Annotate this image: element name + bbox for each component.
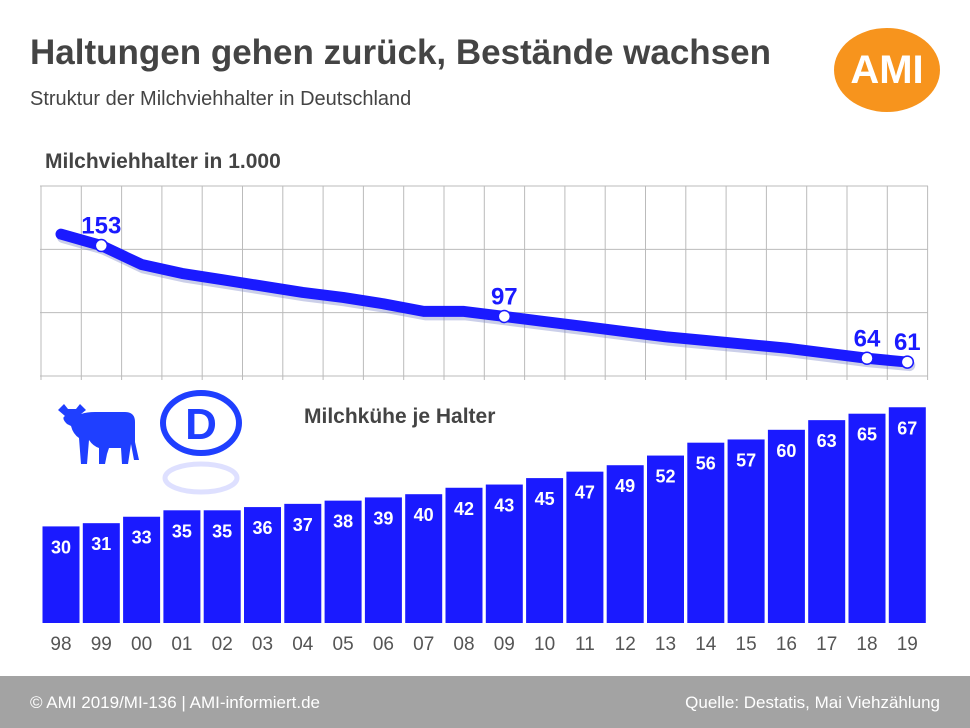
bar-03 [244, 507, 281, 623]
x-tick-label: 01 [171, 634, 192, 655]
x-tick-label: 99 [91, 634, 112, 655]
bar-16 [767, 429, 805, 623]
source: Quelle: Destatis, Mai Viehzählung [685, 693, 940, 712]
line-point-19 [900, 355, 915, 369]
x-tick-label: 11 [575, 634, 595, 655]
line-label-19: 61 [894, 329, 921, 356]
bar-value-label: 35 [172, 521, 192, 541]
bar-00 [123, 516, 161, 623]
bar-01 [163, 510, 201, 623]
bar-value-label: 47 [575, 483, 595, 503]
svg-text:D: D [185, 400, 217, 449]
x-tick-label: 04 [292, 634, 314, 655]
x-tick-label: 08 [453, 634, 474, 655]
bar-value-label: 43 [494, 496, 514, 516]
bar-value-label: 40 [414, 505, 434, 525]
x-tick-label: 02 [212, 634, 233, 655]
bar-value-label: 36 [252, 518, 272, 538]
line-point-09 [497, 309, 512, 324]
bar-value-label: 67 [897, 418, 917, 438]
x-tick-label: 06 [373, 634, 394, 655]
x-tick-label: 13 [655, 634, 676, 655]
line-point-18 [860, 351, 874, 366]
bar-14 [687, 442, 725, 623]
x-tick-label: 10 [534, 634, 555, 655]
bar-value-label: 52 [655, 467, 675, 487]
line-label-18: 64 [854, 325, 881, 352]
bar-value-label: 35 [212, 521, 232, 541]
x-tick-label: 15 [736, 634, 757, 655]
line-point-99 [94, 238, 109, 253]
bar-07 [405, 494, 443, 623]
bar-value-label: 49 [615, 476, 635, 496]
bar-04 [284, 503, 322, 623]
bar-11 [566, 471, 604, 623]
page-title: Haltungen gehen zurück, Bestände wachsen [30, 33, 771, 72]
bar-19 [888, 407, 926, 623]
bar-value-label: 56 [696, 454, 716, 474]
bar-08 [445, 487, 483, 623]
bar-09 [485, 484, 523, 623]
bar-value-label: 33 [132, 528, 152, 548]
bar-05 [324, 500, 362, 623]
bar-15 [727, 439, 765, 623]
line-label-09: 97 [491, 283, 518, 310]
x-tick-label: 98 [50, 634, 71, 655]
bar-12 [606, 465, 644, 623]
x-tick-label: 09 [494, 634, 515, 655]
country-badge-d: D [160, 390, 242, 495]
x-tick-label: 07 [413, 634, 434, 655]
footer: © AMI 2019/MI-136 | AMI-informiert.de Qu… [0, 676, 970, 728]
copyright: © AMI 2019/MI-136 | AMI-informiert.de [30, 693, 320, 712]
bar-value-label: 37 [293, 515, 313, 535]
x-tick-label: 03 [252, 634, 273, 655]
bar-chart-title: Milchkühe je Halter [304, 405, 496, 428]
bar-17 [808, 420, 846, 623]
x-tick-label: 14 [695, 634, 717, 655]
bar-value-label: 38 [333, 512, 353, 532]
x-tick-label: 12 [615, 634, 636, 655]
x-tick-label: 00 [131, 634, 152, 655]
x-tick-label: 17 [816, 634, 837, 655]
bar-10 [526, 478, 564, 623]
cow-icon [58, 404, 139, 464]
x-tick-label: 19 [897, 634, 918, 655]
x-tick-label: 18 [856, 634, 877, 655]
bar-06 [364, 497, 402, 623]
bar-13 [647, 455, 684, 623]
bar-value-label: 39 [373, 508, 393, 528]
bar-value-label: 57 [736, 450, 756, 470]
bar-value-label: 65 [857, 425, 877, 445]
line-chart-title: Milchviehhalter in 1.000 [45, 150, 281, 173]
x-tick-label: 16 [776, 634, 797, 655]
bar-18 [848, 413, 886, 623]
bar-98 [42, 526, 80, 623]
page-subtitle: Struktur der Milchviehhalter in Deutschl… [30, 88, 412, 110]
bar-99 [82, 523, 120, 623]
line-label-99: 153 [81, 213, 121, 240]
bar-value-label: 30 [51, 537, 71, 557]
bar-value-label: 31 [91, 534, 111, 554]
bar-value-label: 42 [454, 499, 474, 519]
x-tick-label: 05 [333, 634, 354, 655]
bar-value-label: 45 [535, 489, 555, 509]
bar-value-label: 60 [776, 441, 796, 461]
ami-logo: AMI [834, 28, 940, 112]
bar-value-label: 63 [817, 431, 837, 451]
bar-02 [203, 510, 241, 623]
line-series [55, 228, 913, 368]
chart-canvas: 30 98 31 99 33 00 35 01 35 02 36 03 37 04 38 05 39 06 40 07… [40, 185, 929, 655]
